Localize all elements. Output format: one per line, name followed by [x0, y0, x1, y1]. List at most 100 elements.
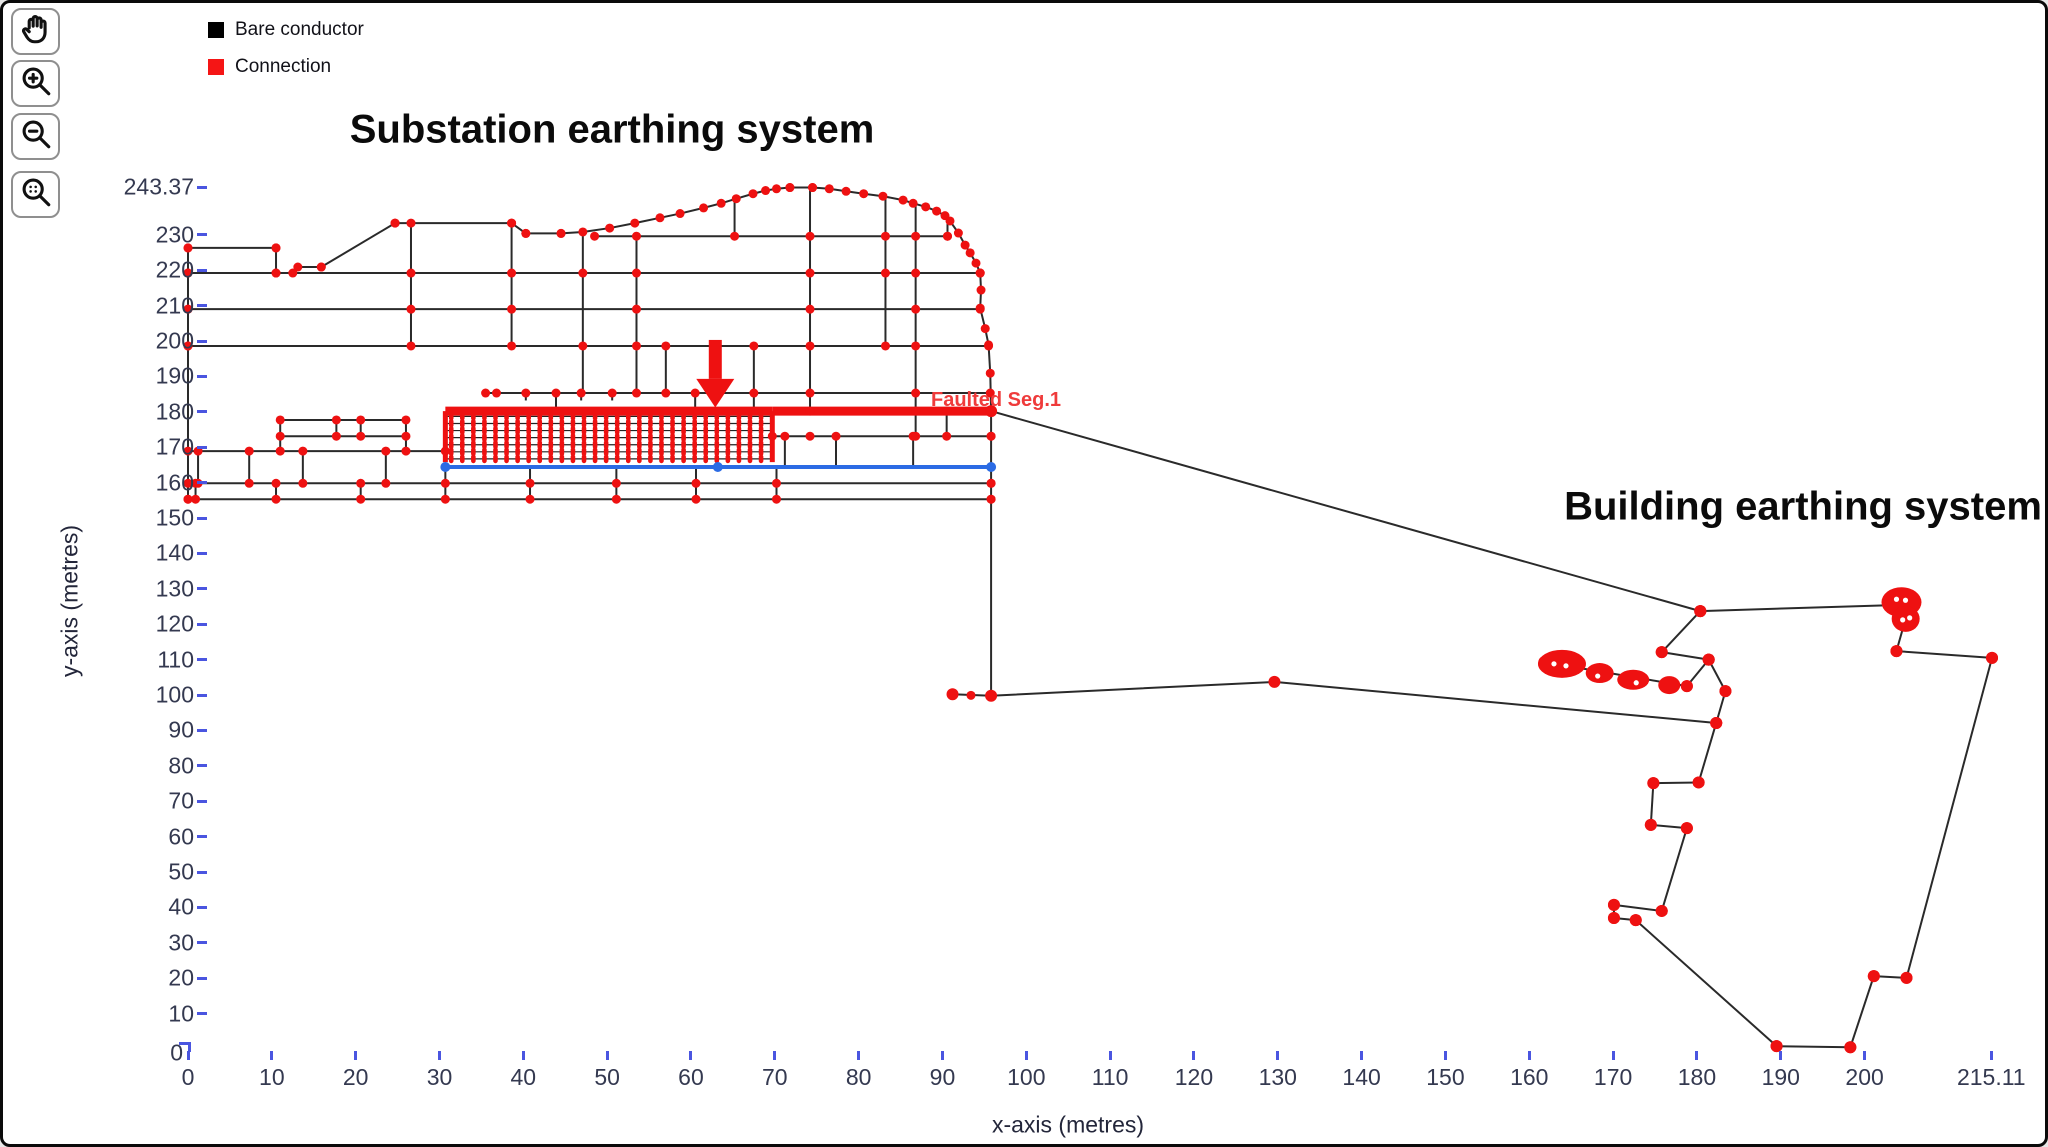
- y-tick-mark: [197, 835, 207, 839]
- dome-curve-right: [812, 186, 982, 274]
- y-tick-mark: [197, 658, 207, 662]
- x-tick-label: 0: [181, 1064, 195, 1090]
- y-axis-label: y-axis (metres): [56, 524, 83, 678]
- y-tick-label: 30: [168, 929, 194, 956]
- x-tick-mark: [1989, 1051, 1993, 1060]
- zoom-out-button[interactable]: [11, 113, 60, 160]
- x-tick-label: 160: [1510, 1064, 1549, 1090]
- x-tick-mark: [1779, 1051, 1783, 1060]
- x-tick-mark: [1276, 1051, 1280, 1060]
- y-tick-mark: [197, 268, 207, 272]
- y-tick-mark: [197, 551, 207, 555]
- origin-corner-mark-v: [188, 1042, 191, 1052]
- y-tick-label: 60: [168, 823, 194, 850]
- zoom-in-button[interactable]: [11, 60, 60, 107]
- x-tick-label: 140: [1342, 1064, 1381, 1090]
- insulated-blue-conductor: [440, 462, 997, 473]
- y-origin-label: 0: [170, 1039, 183, 1066]
- y-tick-label: 10: [168, 1000, 194, 1027]
- y-tick-label: 80: [168, 752, 194, 779]
- substation-title: Substation earthing system: [349, 107, 875, 152]
- bare-conductor-swatch: [208, 21, 224, 38]
- fault-arrow: [696, 339, 735, 408]
- y-tick-mark: [197, 374, 207, 378]
- x-tick-label: 60: [678, 1064, 704, 1090]
- x-tick-label: 90: [929, 1064, 956, 1090]
- x-tick-mark: [354, 1051, 358, 1060]
- x-tick-mark: [1863, 1051, 1867, 1060]
- y-tick-mark: [197, 764, 207, 768]
- x-tick-label: 70: [762, 1064, 788, 1090]
- y-tick-mark: [197, 622, 207, 626]
- y-tick-label: 190: [155, 362, 194, 389]
- x-tick-label: 110: [1091, 1064, 1129, 1090]
- x-tick-mark: [1443, 1051, 1447, 1060]
- x-tick-label: 190: [1761, 1064, 1800, 1090]
- lower-interconnection: [952, 680, 1717, 724]
- magnifier-plus-icon: [19, 64, 53, 103]
- y-tick-label: 200: [155, 327, 194, 354]
- y-tick-label: 110: [157, 646, 194, 673]
- x-tick-mark: [773, 1051, 777, 1060]
- legend-label: Bare conductor: [235, 18, 364, 40]
- legend-item-bare-conductor: Bare conductor: [208, 16, 364, 43]
- bare-conductor-network: [187, 186, 1993, 1049]
- y-tick-label: 20: [168, 964, 194, 991]
- connection-swatch: [208, 58, 224, 75]
- y-tick-mark: [197, 728, 207, 732]
- y-tick-mark: [197, 799, 207, 803]
- x-axis-label: x-axis (metres): [991, 1111, 1145, 1138]
- x-tick-label: 215.11: [1956, 1064, 2026, 1090]
- magnifier-minus-icon: [19, 117, 53, 156]
- y-tick-label: 140: [155, 539, 194, 566]
- y-tick-mark: [197, 233, 207, 237]
- x-tick-mark: [1695, 1051, 1699, 1060]
- y-tick-mark: [197, 587, 207, 591]
- y-tick-label: 130: [155, 575, 194, 602]
- y-tick-mark: [197, 516, 207, 520]
- y-tick-mark: [197, 445, 207, 449]
- x-tick-label: 170: [1593, 1064, 1633, 1090]
- y-tick-mark: [197, 693, 207, 697]
- x-tick-mark: [186, 1051, 190, 1060]
- legend: Bare conductor Connection: [208, 16, 364, 90]
- y-tick-label: 220: [155, 256, 194, 283]
- y-tick-mark: [197, 1012, 207, 1016]
- x-tick-mark: [437, 1051, 441, 1060]
- y-tick-label: 50: [168, 858, 194, 885]
- y-tick-mark: [197, 185, 207, 189]
- x-tick-mark: [521, 1051, 525, 1060]
- x-tick-mark: [1527, 1051, 1531, 1060]
- x-tick-mark: [1108, 1051, 1112, 1060]
- substation-mesh: [442, 411, 775, 465]
- y-tick-label: 230: [155, 221, 194, 248]
- pan-button[interactable]: [11, 8, 60, 55]
- x-tick-label: 200: [1845, 1064, 1884, 1090]
- x-tick-label: 120: [1174, 1064, 1214, 1090]
- y-tick-mark: [197, 410, 207, 414]
- x-tick-mark: [857, 1051, 861, 1060]
- x-tick-label: 130: [1258, 1064, 1297, 1090]
- x-tick-label: 20: [342, 1064, 369, 1090]
- y-tick-label: 100: [155, 681, 194, 708]
- y-tick-mark: [197, 941, 207, 945]
- y-tick-mark: [197, 905, 207, 909]
- origin-corner-mark-h: [179, 1042, 191, 1045]
- x-tick-label: 10: [259, 1064, 285, 1090]
- y-tick-label: 160: [155, 469, 194, 496]
- faulted-segment-label: Faulted Seg.1: [931, 389, 1062, 411]
- x-tick-label: 40: [510, 1064, 537, 1090]
- zoom-extents-button[interactable]: [11, 171, 60, 218]
- plot-canvas[interactable]: [3, 3, 2045, 1144]
- connection-nodes: [183, 183, 1999, 1054]
- y-tick-label: 180: [155, 398, 194, 425]
- legend-item-connection: Connection: [208, 53, 364, 80]
- y-tick-label: 70: [168, 787, 194, 814]
- y-tick-mark: [197, 976, 207, 980]
- x-tick-mark: [605, 1051, 609, 1060]
- x-tick-label: 50: [594, 1064, 620, 1090]
- y-tick-label: 40: [168, 893, 194, 920]
- x-tick-mark: [270, 1051, 274, 1060]
- y-tick-mark: [197, 304, 207, 308]
- x-tick-mark: [689, 1051, 693, 1060]
